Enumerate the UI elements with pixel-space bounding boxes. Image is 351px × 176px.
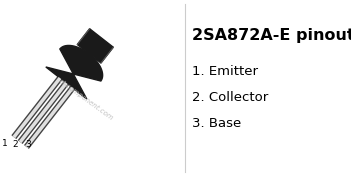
Text: el-component.com: el-component.com — [57, 78, 114, 122]
Polygon shape — [46, 45, 102, 99]
Text: 2. Collector: 2. Collector — [192, 91, 268, 104]
Text: 1. Emitter: 1. Emitter — [192, 65, 258, 78]
Text: 2SA872A-E pinout: 2SA872A-E pinout — [192, 28, 351, 43]
Text: 1: 1 — [2, 139, 8, 148]
Text: 3. Base: 3. Base — [192, 117, 241, 130]
Text: 3: 3 — [26, 140, 31, 149]
Text: 2: 2 — [12, 140, 18, 149]
Polygon shape — [77, 29, 113, 63]
